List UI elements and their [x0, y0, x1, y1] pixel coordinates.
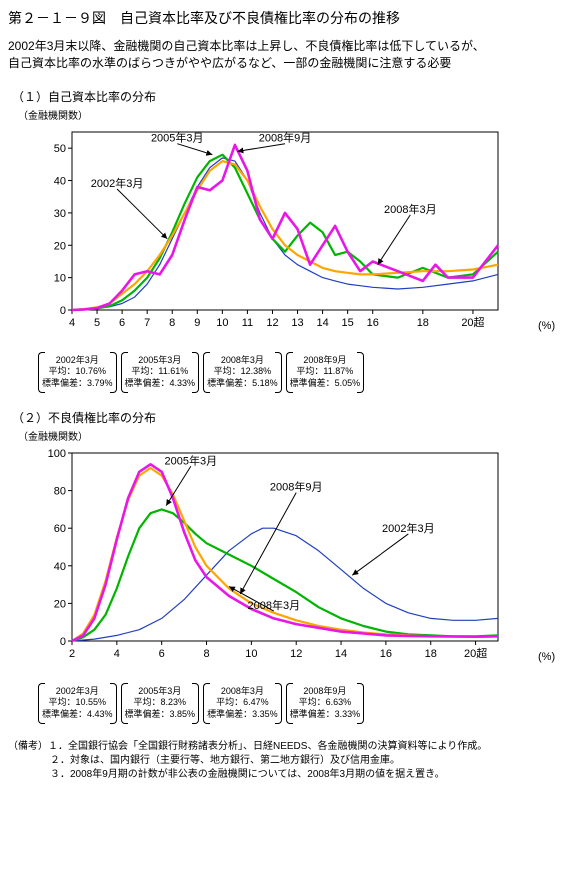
stat-box: 2005年3月平均：11.61%標準偏差：4.33%	[121, 352, 200, 393]
page-title: 第２－１－９図 自己資本比率及び不良債権比率の分布の推移	[8, 8, 579, 28]
svg-text:2: 2	[69, 648, 75, 660]
stat-period: 2008年3月	[207, 686, 278, 698]
svg-text:12: 12	[266, 317, 278, 329]
svg-text:2008年9月: 2008年9月	[259, 130, 312, 144]
stat-period: 2008年9月	[290, 686, 361, 698]
svg-text:6: 6	[159, 648, 165, 660]
svg-text:10: 10	[54, 272, 66, 284]
svg-text:0: 0	[60, 305, 66, 317]
svg-text:50: 50	[54, 143, 66, 155]
svg-text:60: 60	[54, 523, 66, 535]
svg-text:8: 8	[203, 648, 209, 660]
svg-text:11: 11	[242, 317, 253, 329]
svg-text:13: 13	[291, 317, 303, 329]
stat-sd: 標準偏差：3.35%	[207, 709, 278, 721]
stat-box: 2002年3月平均：10.55%標準偏差：4.43%	[38, 683, 117, 724]
stat-sd: 標準偏差：3.33%	[290, 709, 361, 721]
stat-mean: 平均：10.55%	[42, 697, 113, 709]
stat-period: 2008年9月	[290, 355, 361, 367]
svg-text:30: 30	[54, 208, 66, 220]
svg-text:10: 10	[216, 317, 228, 329]
svg-text:15: 15	[342, 317, 354, 329]
stat-box: 2008年9月平均：11.87%標準偏差：5.05%	[286, 352, 365, 393]
svg-text:2005年3月: 2005年3月	[151, 130, 204, 144]
stat-mean: 平均：6.47%	[207, 697, 278, 709]
stat-box: 2008年9月平均：6.63%標準偏差：3.33%	[286, 683, 365, 724]
svg-text:9: 9	[194, 317, 200, 329]
stat-sd: 標準偏差：4.33%	[125, 378, 196, 390]
stats-row-2: 2002年3月平均：10.55%標準偏差：4.43%2005年3月平均：8.23…	[38, 683, 579, 724]
stat-period: 2002年3月	[42, 686, 113, 698]
section-title-1: （１）自己資本比率の分布	[12, 88, 579, 105]
svg-text:2002年3月: 2002年3月	[91, 176, 144, 190]
svg-text:4: 4	[114, 648, 120, 660]
stat-period: 2005年3月	[125, 355, 196, 367]
stat-box: 2008年3月平均：6.47%標準偏差：3.35%	[203, 683, 282, 724]
stat-sd: 標準偏差：3.79%	[42, 378, 113, 390]
svg-text:2008年3月: 2008年3月	[247, 598, 300, 612]
stats-row-1: 2002年3月平均：10.76%標準偏差：3.79%2005年3月平均：11.6…	[38, 352, 579, 393]
desc-line-2: 自己資本比率の水準のばらつきがやや広がるなど、一部の金融機関に注意する必要	[8, 56, 451, 70]
svg-text:5: 5	[94, 317, 100, 329]
chart-2-wrap: 0 20 40 60 80 100 2 4 6 8 10 12 14 16 18 20超 2005年3月 2008…	[38, 445, 579, 677]
chart-1-wrap: 0 10 20 30 40 50 4 5 6 7 8 9 10 11 12 13 14 15 16 18 20超 2005…	[38, 124, 579, 346]
description: 2002年3月末以降、金融機関の自己資本比率は上昇し、不良債権比率は低下している…	[8, 38, 579, 72]
stat-mean: 平均：8.23%	[125, 697, 196, 709]
stat-period: 2005年3月	[125, 686, 196, 698]
stat-sd: 標準偏差：4.43%	[42, 709, 113, 721]
svg-text:20: 20	[54, 240, 66, 252]
svg-text:20超: 20超	[464, 646, 487, 660]
svg-text:6: 6	[119, 317, 125, 329]
svg-text:4: 4	[69, 317, 75, 329]
stat-sd: 標準偏差：5.05%	[290, 378, 361, 390]
chart-2-svg: 0 20 40 60 80 100 2 4 6 8 10 12 14 16 18 20超 2005年3月 2008…	[38, 445, 508, 663]
svg-text:20超: 20超	[461, 315, 484, 329]
stat-sd: 標準偏差：3.85%	[125, 709, 196, 721]
svg-text:2005年3月: 2005年3月	[165, 453, 218, 467]
svg-text:2002年3月: 2002年3月	[382, 521, 435, 535]
svg-text:12: 12	[290, 648, 302, 660]
notes-item-3: ３．2008年9月期の計数が非公表の金融機関については、2008年3月期の値を据…	[8, 768, 579, 782]
svg-text:16: 16	[380, 648, 392, 660]
stat-sd: 標準偏差：5.18%	[207, 378, 278, 390]
svg-text:10: 10	[245, 648, 257, 660]
notes: （備考）１．全国銀行協会「全国銀行財務諸表分析」、日経NEEDS、各金融機関の決…	[8, 740, 579, 782]
svg-text:7: 7	[144, 317, 150, 329]
svg-text:18: 18	[417, 317, 429, 329]
y-axis-label-1: （金融機関数）	[18, 107, 579, 122]
svg-text:14: 14	[335, 648, 347, 660]
stat-mean: 平均：6.63%	[290, 697, 361, 709]
stat-period: 2002年3月	[42, 355, 113, 367]
stat-box: 2008年3月平均：12.38%標準偏差：5.18%	[203, 352, 282, 393]
stat-box: 2005年3月平均：8.23%標準偏差：3.85%	[121, 683, 200, 724]
chart-2-x-unit: (%)	[538, 651, 555, 663]
svg-text:80: 80	[54, 485, 66, 497]
section-title-2: （２）不良債権比率の分布	[12, 409, 579, 426]
y-axis-label-2: （金融機関数）	[18, 428, 579, 443]
stat-mean: 平均：11.87%	[290, 366, 361, 378]
stat-mean: 平均：10.76%	[42, 366, 113, 378]
notes-label: （備考）	[8, 741, 48, 752]
svg-text:14: 14	[316, 317, 328, 329]
notes-item-2: ２．対象は、国内銀行（主要行等、地方銀行、第二地方銀行）及び信用金庫。	[8, 754, 579, 768]
chart-1-x-unit: (%)	[538, 320, 555, 332]
svg-text:40: 40	[54, 560, 66, 572]
svg-text:40: 40	[54, 175, 66, 187]
desc-line-1: 2002年3月末以降、金融機関の自己資本比率は上昇し、不良債権比率は低下している…	[8, 39, 485, 53]
stat-period: 2008年3月	[207, 355, 278, 367]
svg-text:20: 20	[54, 598, 66, 610]
svg-text:2008年9月: 2008年9月	[270, 479, 323, 493]
svg-text:2008年3月: 2008年3月	[384, 202, 437, 216]
svg-text:8: 8	[169, 317, 175, 329]
svg-text:16: 16	[367, 317, 379, 329]
stat-mean: 平均：12.38%	[207, 366, 278, 378]
chart-1-svg: 0 10 20 30 40 50 4 5 6 7 8 9 10 11 12 13 14 15 16 18 20超 2005…	[38, 124, 508, 332]
stat-box: 2002年3月平均：10.76%標準偏差：3.79%	[38, 352, 117, 393]
notes-item-1: １．全国銀行協会「全国銀行財務諸表分析」、日経NEEDS、各金融機関の決算資料等…	[48, 741, 487, 752]
svg-text:18: 18	[425, 648, 437, 660]
svg-text:0: 0	[60, 636, 66, 648]
stat-mean: 平均：11.61%	[125, 366, 196, 378]
svg-text:100: 100	[48, 448, 66, 460]
